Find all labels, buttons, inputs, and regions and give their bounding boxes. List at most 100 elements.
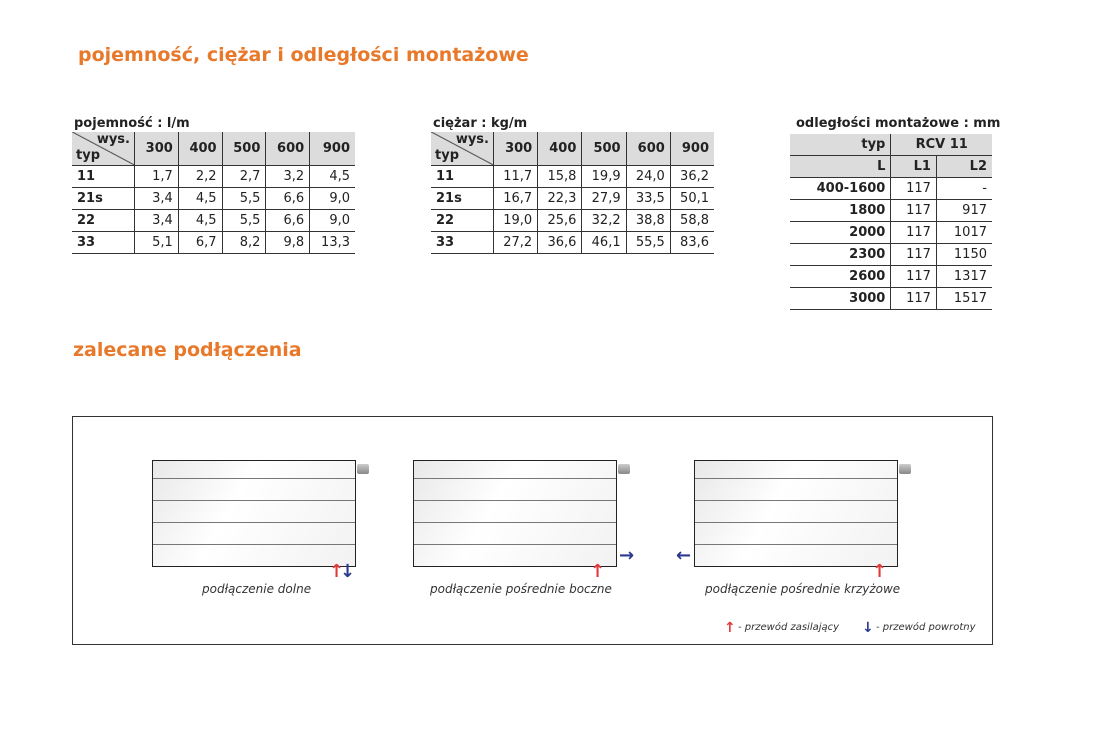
cell-l1: 117 [890,287,937,310]
supply-arrow-icon: ↑ [872,561,888,582]
panel-line [695,544,897,545]
capacity-caption: pojemność : l/m [74,116,190,131]
supply-arrow-icon: ↑ [724,620,736,636]
title-capacity-weight: pojemność, ciężar i odległości montażowe [78,44,529,66]
l1-header: L1 [890,155,937,178]
return-arrow-icon: → [619,545,635,566]
supply-arrow-icon: ↑ [329,561,345,582]
table-row: 2300 117 1150 [790,243,992,266]
radiator-diagram [152,460,369,567]
cell-l2: 1017 [935,221,992,244]
cell-l1: 117 [890,243,937,266]
type-cell: 21s [72,187,135,210]
panel-line [695,478,897,479]
value-cell: 83,6 [669,231,714,254]
height-header: 900 [669,132,714,166]
value-cell: 3,2 [265,165,310,188]
mounting-caption: odległości montażowe : mm [796,116,1001,131]
value-cell: 15,8 [537,165,582,188]
height-header: 300 [492,132,538,166]
table-row: 11 11,7 15,8 19,9 24,0 36,2 [431,165,714,188]
height-header: 500 [581,132,627,166]
legend-supply: - przewód zasilający [738,622,840,633]
value-cell: 3,4 [134,209,179,232]
value-cell: 2,2 [177,165,223,188]
value-cell: 16,7 [492,187,538,210]
height-header: 400 [177,132,223,166]
height-label: wys. [96,132,130,147]
value-cell: 5,5 [221,187,266,210]
cell-l2: 1517 [935,287,992,310]
weight-caption: ciężar : kg/m [433,116,528,131]
value-cell: 19,0 [492,209,538,232]
height-header: 400 [537,132,582,166]
value-cell: 9,8 [265,231,310,254]
cell-l1: 117 [890,221,937,244]
cell-l1: 117 [890,265,937,288]
panel-line [153,500,355,501]
value-cell: 33,5 [625,187,671,210]
type-cell: 11 [431,165,494,188]
cell-l: 2300 [790,243,891,266]
value-cell: 19,9 [581,165,627,188]
title-connections: zalecane podłączenia [73,339,302,361]
table-row: 21s 3,4 4,5 5,5 6,6 9,0 [72,187,355,210]
panel-line [153,544,355,545]
corner-header: wys. typ [431,132,494,166]
height-header: 900 [309,132,355,166]
value-cell: 6,7 [177,231,223,254]
value-cell: 25,6 [537,209,582,232]
connection-label: podłączenie dolne [202,582,312,596]
return-arrow-icon: ↓ [340,561,356,582]
value-cell: 5,1 [134,231,179,254]
table-row: 33 27,2 36,6 46,1 55,5 83,6 [431,231,714,254]
panel-line [153,478,355,479]
value-cell: 3,4 [134,187,179,210]
connection-label: podłączenie pośrednie boczne [430,582,612,596]
value-cell: 4,5 [309,165,355,188]
cell-l2: 1317 [935,265,992,288]
value-cell: 38,8 [625,209,671,232]
panel-line [153,522,355,523]
value-cell: 4,5 [177,209,223,232]
height-label: wys. [455,132,489,147]
value-cell: 9,0 [309,187,355,210]
corner-header: wys. typ [72,132,135,166]
value-cell: 8,2 [221,231,266,254]
cell-l: 400-1600 [790,177,891,200]
valve-icon [618,464,630,474]
value-cell: 5,5 [221,209,266,232]
height-header: 600 [625,132,671,166]
type-cell: 33 [72,231,135,254]
value-cell: 58,8 [669,209,714,232]
value-cell: 13,3 [309,231,355,254]
table-row: 11 1,7 2,2 2,7 3,2 4,5 [72,165,355,188]
value-cell: 46,1 [581,231,627,254]
panel-line [414,478,616,479]
panel-line [695,522,897,523]
l-header: L [790,155,891,178]
type-cell: 22 [72,209,135,232]
legend-return: - przewód powrotny [876,622,976,633]
value-cell: 6,6 [265,209,310,232]
type-cell: 22 [431,209,494,232]
l2-header: L2 [935,155,992,178]
panel-line [414,522,616,523]
height-header: 600 [265,132,310,166]
panel-line [695,500,897,501]
return-arrow-icon: ← [676,545,692,566]
value-cell: 27,2 [492,231,538,254]
panel-line [414,500,616,501]
table-row: 2600 117 1317 [790,265,992,288]
table-row: 3000 117 1517 [790,287,992,310]
value-cell: 11,7 [492,165,538,188]
table-row: 21s 16,7 22,3 27,9 33,5 50,1 [431,187,714,210]
value-cell: 2,7 [221,165,266,188]
value-cell: 50,1 [669,187,714,210]
table-row: 22 3,4 4,5 5,5 6,6 9,0 [72,209,355,232]
table-row: 33 5,1 6,7 8,2 9,8 13,3 [72,231,355,254]
cell-l2: - [935,177,992,200]
cell-l1: 117 [890,177,937,200]
cell-l: 2000 [790,221,891,244]
connections-box [72,416,993,645]
